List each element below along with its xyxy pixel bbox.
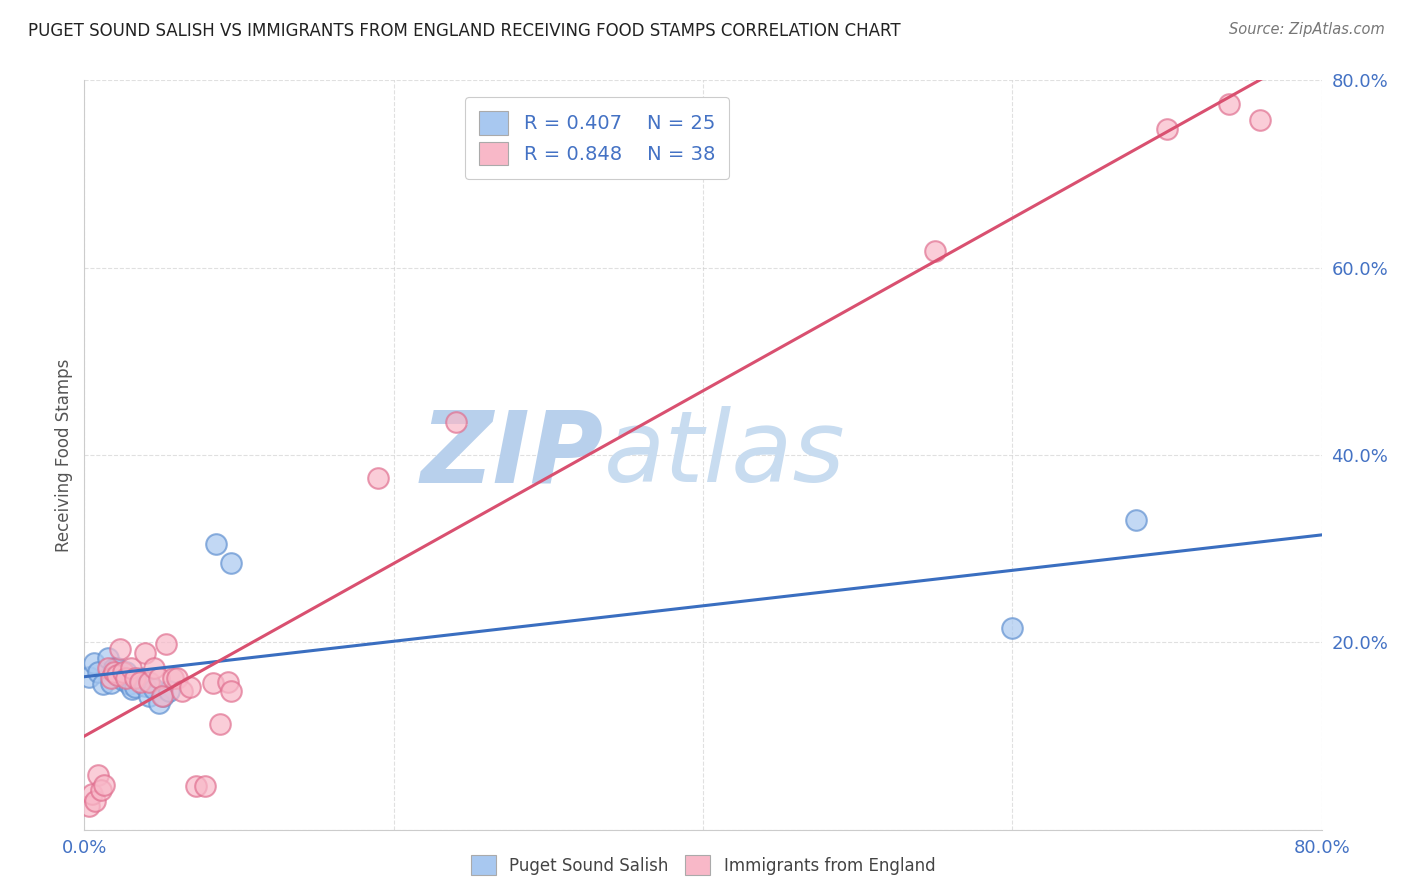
Point [90,783,112,797]
Point [108,641,131,656]
Point [170,684,193,698]
Point [205,537,228,551]
Point [93,778,115,792]
Point [1125,514,1147,528]
Point [96,651,118,665]
Legend: R = 0.407    N = 25, R = 0.848    N = 38: R = 0.407 N = 25, R = 0.848 N = 38 [465,97,728,179]
Point [77,799,100,814]
Point [121,682,143,697]
Point [87,768,110,782]
Point [201,675,224,690]
Point [84,795,107,808]
Point [105,668,128,682]
Point [148,671,170,685]
Point [194,780,217,794]
Point [124,671,146,685]
Point [112,665,135,680]
Point [209,716,232,731]
Point [219,684,242,698]
Point [444,415,467,429]
Point [143,682,166,697]
Point [118,677,141,691]
Point [179,680,201,694]
Point [143,661,166,675]
Point [103,665,125,680]
Point [138,689,160,703]
Text: atlas: atlas [605,407,845,503]
Point [184,780,207,794]
Point [105,661,128,675]
Point [115,665,138,680]
Text: ZIP: ZIP [420,407,605,503]
Point [87,665,110,680]
Point [162,671,184,685]
Point [134,679,156,693]
Point [166,671,188,685]
Point [91,677,114,691]
Point [148,696,170,710]
Point [924,244,946,258]
Point [219,556,242,570]
Point [100,675,122,690]
Point [112,673,135,687]
Point [82,787,104,801]
Point [83,656,105,670]
Point [120,660,142,674]
Point [150,689,173,703]
Point [108,668,131,682]
Point [134,647,156,661]
Point [1249,112,1271,127]
Point [367,471,389,485]
Point [1218,96,1240,111]
Point [1001,621,1024,635]
Point [138,674,160,689]
Point [129,671,152,685]
Point [96,661,118,675]
Text: PUGET SOUND SALISH VS IMMIGRANTS FROM ENGLAND RECEIVING FOOD STAMPS CORRELATION : PUGET SOUND SALISH VS IMMIGRANTS FROM EN… [28,22,901,40]
Point [217,674,239,689]
Point [103,661,125,675]
Text: Source: ZipAtlas.com: Source: ZipAtlas.com [1229,22,1385,37]
Legend: Puget Sound Salish, Immigrants from England: Puget Sound Salish, Immigrants from Engl… [463,847,943,884]
Point [1156,122,1178,136]
Point [77,670,100,684]
Point [115,671,138,685]
Y-axis label: Receiving Food Stamps: Receiving Food Stamps [55,359,73,551]
Point [159,684,180,698]
Point [129,674,152,689]
Point [124,680,146,694]
Point [152,689,174,703]
Point [100,671,122,685]
Point [155,637,177,651]
